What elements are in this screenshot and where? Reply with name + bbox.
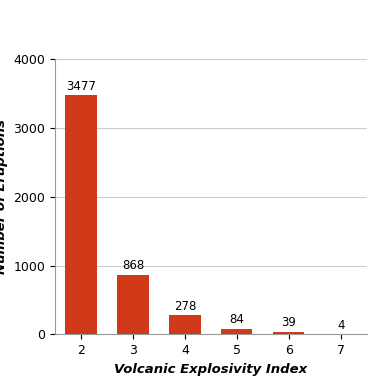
Text: 3477: 3477 <box>66 79 96 92</box>
Text: 39: 39 <box>281 316 296 329</box>
Bar <box>169 315 201 334</box>
Bar <box>117 275 149 334</box>
Text: 4: 4 <box>337 319 345 332</box>
Y-axis label: Number of Eruptions: Number of Eruptions <box>0 119 8 274</box>
Text: Eruption Frequency vs Eruption Explosivity: Eruption Frequency vs Eruption Explosivi… <box>0 18 380 33</box>
Bar <box>221 329 252 334</box>
Text: 868: 868 <box>122 259 144 272</box>
Bar <box>273 332 304 334</box>
Text: 278: 278 <box>174 300 196 313</box>
X-axis label: Volcanic Explosivity Index: Volcanic Explosivity Index <box>114 363 307 376</box>
Bar <box>65 95 97 334</box>
Text: 84: 84 <box>230 313 244 326</box>
